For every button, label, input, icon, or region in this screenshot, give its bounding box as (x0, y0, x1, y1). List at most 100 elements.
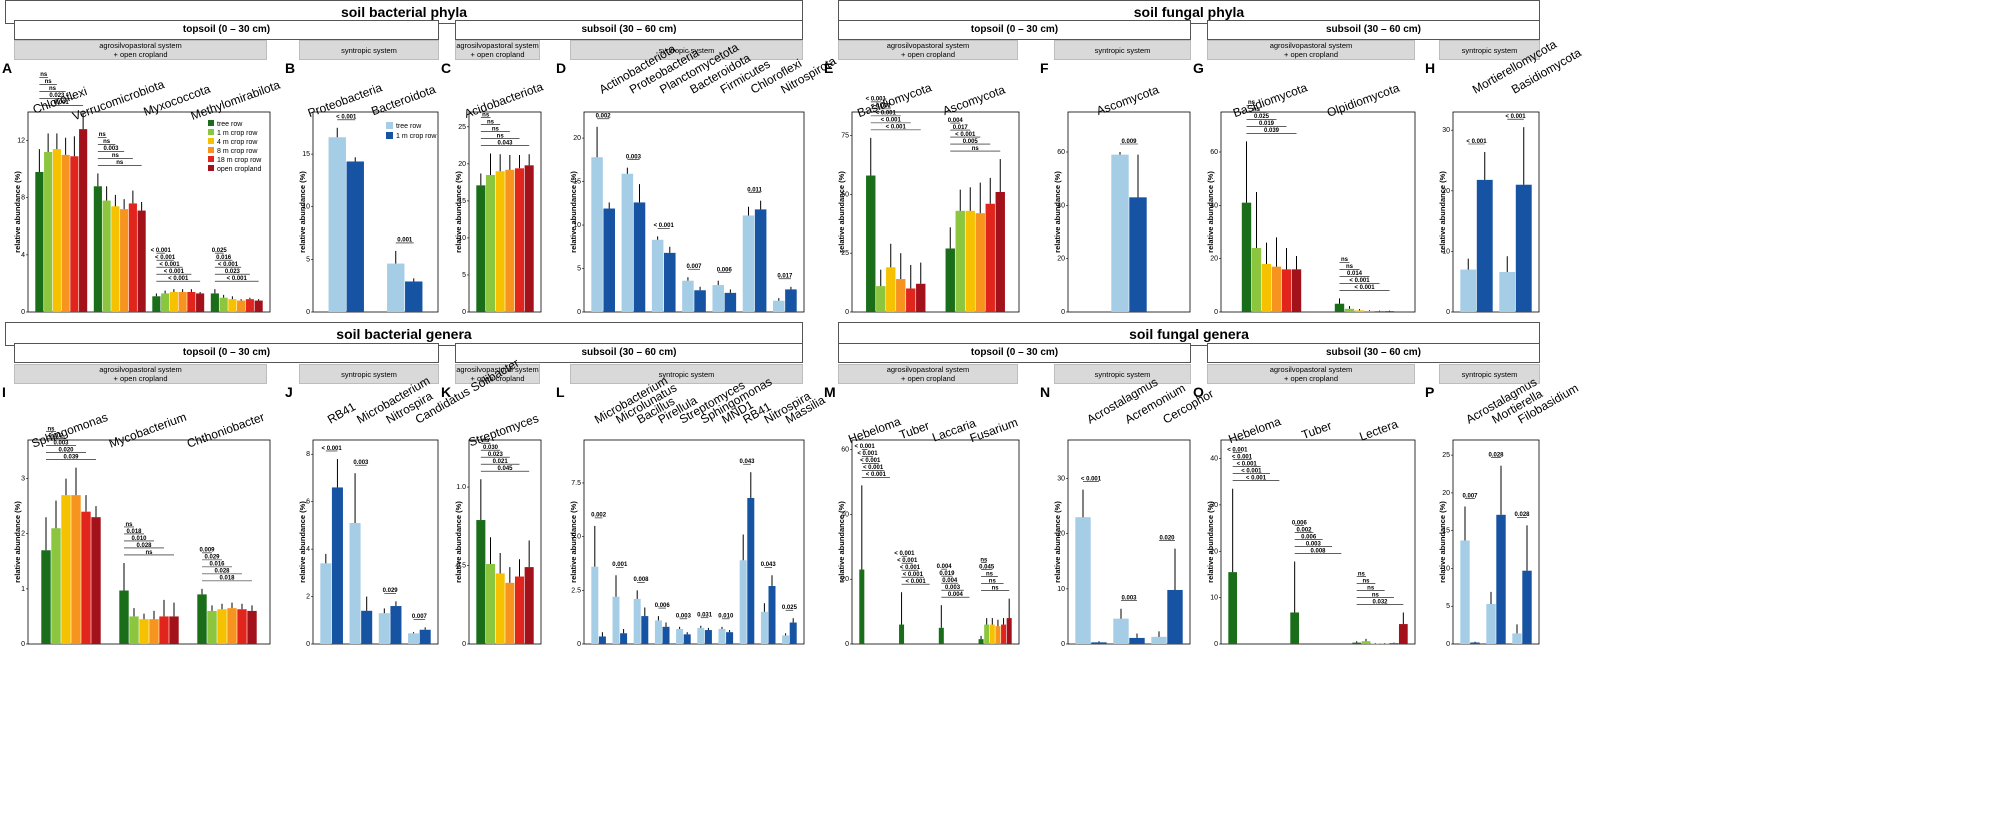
plot-frame (1220, 111, 1416, 313)
system-label: syntropic system (658, 369, 715, 379)
system-box-F: syntropic system (1054, 40, 1191, 60)
bar (328, 137, 346, 312)
bar (1091, 642, 1107, 644)
plot-frame (1452, 439, 1540, 645)
bar (524, 165, 534, 312)
y-tick-label: 0 (1061, 641, 1065, 648)
legend-swatch (208, 165, 214, 171)
bar (664, 252, 676, 312)
bar (35, 172, 44, 312)
bar (1251, 248, 1262, 312)
bar (651, 239, 664, 312)
bar (726, 632, 734, 644)
y-tick-label: 20 (841, 576, 849, 583)
significance-label: 0.009 (199, 548, 215, 554)
significance-label: ns (1253, 107, 1261, 113)
category-label: Streptomyces (467, 411, 541, 449)
header-subsoil-bact-genera: subsoil (30 – 60 cm) (455, 343, 803, 363)
panel-letter-L: L (556, 384, 565, 400)
bar (1486, 603, 1496, 644)
bar (1344, 308, 1355, 312)
bar (1113, 618, 1129, 644)
y-tick-label: 25 (458, 124, 466, 131)
significance-label: < 0.001 (1246, 475, 1267, 481)
significance-label: ns (992, 585, 1000, 591)
bar (995, 626, 1001, 644)
system-box-P: syntropic system (1439, 364, 1540, 384)
bar (906, 288, 916, 312)
significance-label: < 0.001 (871, 104, 892, 110)
y-axis-label: relative abundance (%) (569, 171, 578, 253)
bar (1111, 154, 1129, 312)
system-box-G: agrosilvopastoral system + open cropland (1207, 40, 1415, 60)
chart-panel-P: relative abundance (%)0510152025Acrostal… (1438, 375, 1581, 648)
bar (1476, 179, 1493, 312)
category-label: Basidiomycota (1231, 80, 1309, 120)
chart-panel-N: relative abundance (%)0102030Acrostalagm… (1053, 375, 1216, 648)
legend-label: open cropland (217, 166, 261, 173)
legend-label: tree row (217, 121, 243, 128)
significance-label: 0.016 (209, 562, 225, 568)
bar (945, 248, 955, 312)
chart-panel-C: relative abundance (%) 0 5 10 15 20 25 Acidobac… (454, 79, 545, 316)
y-tick-label: 5 (462, 272, 466, 279)
significance-label: ns (1358, 571, 1366, 577)
system-box-J: syntropic system (299, 364, 439, 384)
significance-label: < 0.001 (881, 118, 902, 124)
bar (1364, 310, 1375, 312)
y-tick-label: 0 (306, 641, 310, 648)
bar (975, 213, 985, 312)
significance-label: 0.020 (1159, 535, 1175, 541)
bar (514, 576, 525, 644)
y-tick-label: 4 (306, 546, 310, 553)
bar (405, 281, 423, 312)
significance-label: < 0.001 (860, 458, 881, 464)
significance-label: 0.018 (219, 576, 235, 582)
plot-frame (583, 111, 805, 313)
bar (139, 619, 149, 644)
significance-label: < 0.001 (894, 551, 915, 557)
bar (495, 171, 505, 312)
y-tick-label: 30 (1210, 502, 1218, 509)
significance-label: 0.008 (1310, 548, 1326, 554)
bar (773, 300, 785, 312)
significance-label: < 0.001 (164, 269, 185, 275)
bar (760, 611, 768, 644)
y-tick-label: 20 (1442, 188, 1450, 195)
y-tick-label: 8 (306, 451, 310, 458)
significance-label: 0.006 (1301, 534, 1317, 540)
y-tick-label: 75 (841, 133, 849, 140)
bar (1384, 311, 1395, 312)
y-tick-label: 6 (306, 499, 310, 506)
bar (633, 598, 641, 644)
bar (217, 609, 227, 644)
significance-label: 0.007 (686, 264, 702, 270)
bar (754, 209, 767, 312)
significance-label: 0.019 (1259, 121, 1275, 127)
significance-label: 0.019 (939, 571, 955, 577)
bar (178, 292, 187, 312)
y-tick-label: 5.0 (571, 534, 581, 541)
bar (111, 206, 120, 312)
significance-label: 0.003 (676, 614, 692, 620)
bar (641, 616, 649, 644)
significance-label: 0.030 (483, 445, 499, 451)
bar (1291, 269, 1302, 312)
chart-panel-D: relative abundance (%)05101520Actinobact… (569, 40, 839, 316)
bar (331, 487, 343, 644)
bar (1129, 197, 1147, 312)
significance-label: 0.002 (591, 513, 607, 519)
chart-panel-L: relative abundance (%)02.55.07.5Microbac… (569, 373, 828, 648)
system-label: syntropic system (658, 45, 715, 55)
significance-label: < 0.001 (159, 262, 180, 268)
significance-label: ns (125, 522, 133, 528)
bar (169, 616, 179, 644)
bar (237, 300, 246, 312)
significance-label: 0.045 (497, 466, 513, 472)
bar (978, 639, 984, 644)
significance-label: < 0.001 (1081, 476, 1102, 482)
bar (149, 619, 159, 644)
category-label: Ascomycota (1095, 82, 1162, 118)
significance-label: 0.001 (54, 100, 70, 106)
significance-label: 0.017 (777, 274, 793, 280)
